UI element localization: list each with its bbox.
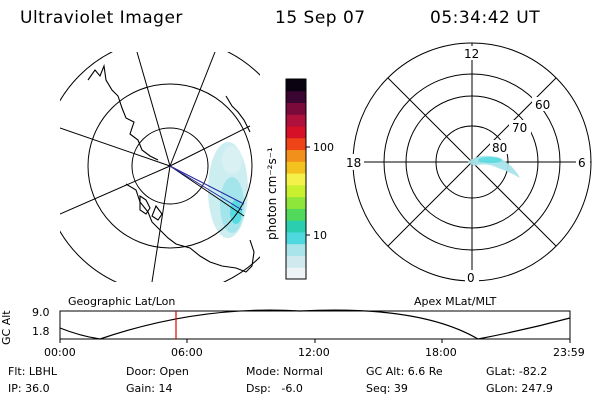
colorbar-segment <box>286 243 306 256</box>
colorbar-segment <box>286 102 306 115</box>
meridian-5 <box>151 165 171 282</box>
altitude-curve <box>59 309 571 340</box>
mlat-circle-80 <box>435 125 509 199</box>
glat-status: GLat: -82.2 <box>486 365 548 378</box>
lat-circle-2 <box>87 83 253 249</box>
gain-status: Gain: 14 <box>126 382 173 395</box>
gc-alt-status: GC Alt: 6.6 Re <box>366 365 443 378</box>
altitude-plot-frame <box>59 310 571 340</box>
colorbar-segment <box>286 137 306 151</box>
colorbar-segment <box>286 220 306 233</box>
time-label: 05:34:42 UT <box>430 8 541 28</box>
colorbar-segment <box>286 114 306 127</box>
altitude-ylabel: GC Alt <box>0 310 13 345</box>
colorbar-segment <box>286 161 306 174</box>
xtick-12: 12:00 <box>298 346 330 359</box>
colorbar-segment <box>286 184 306 198</box>
colorbar-segment <box>286 196 306 209</box>
xtick-18: 18:00 <box>425 346 457 359</box>
colorbar-tick-label-10: 10 <box>313 229 327 242</box>
colorbar-unit-label: photon cm⁻²s⁻¹ <box>265 147 279 240</box>
xtick-2359: 23:59 <box>553 346 585 359</box>
dsp-status: Dsp: -6.0 <box>246 382 303 395</box>
lat-circle-1 <box>131 127 209 205</box>
colorbar-segment <box>286 208 306 221</box>
geographic-map <box>0 0 386 382</box>
meridian-1 <box>169 52 216 167</box>
instrument-title: Ultraviolet Imager <box>20 8 183 28</box>
filter-status: Flt: LBHL <box>8 365 57 378</box>
terminator-line-2 <box>169 165 243 211</box>
xtick-06: 06:00 <box>171 346 203 359</box>
meridian-7 <box>136 52 171 167</box>
colorbar-segment <box>286 255 306 268</box>
xtick-00: 00:00 <box>44 346 76 359</box>
meridian-4 <box>60 165 171 215</box>
aurora-emission-right <box>468 155 520 178</box>
meridian-2 <box>169 125 251 167</box>
coastline-upper <box>87 63 159 161</box>
island-outline-2 <box>151 204 163 221</box>
altitude-xticks <box>59 339 571 343</box>
mlt-label-12: 12 <box>464 47 479 61</box>
colorbar-segment <box>286 126 306 139</box>
door-status: Door: Open <box>126 365 189 378</box>
colorbar-frame <box>285 78 307 280</box>
polar-mlt-plot <box>352 42 592 282</box>
island-outline <box>139 194 151 215</box>
altitude-ytick-bottom: 1.8 <box>32 325 50 338</box>
colorbar-segment <box>286 267 306 280</box>
ip-status: IP: 36.0 <box>8 382 50 395</box>
colorbar-segment <box>286 90 306 104</box>
mlat-label-60: 60 <box>535 98 550 112</box>
lat-circle-5 <box>0 0 386 382</box>
terminator-line-1 <box>169 165 245 205</box>
mlt-label-0: 0 <box>467 271 475 285</box>
mlat-label-80: 80 <box>492 141 507 155</box>
mlt-label-6: 6 <box>578 156 586 170</box>
meridian-3 <box>60 127 171 167</box>
mlat-label-70: 70 <box>512 121 527 135</box>
colorbar-segment <box>286 149 306 162</box>
apex-caption: Apex MLat/MLT <box>414 295 497 308</box>
coastline-east <box>225 95 251 133</box>
meridian-6 <box>169 165 245 217</box>
colorbar-tick-label-100: 100 <box>313 141 334 154</box>
coastline-lower <box>125 183 255 273</box>
date-label: 15 Sep 07 <box>275 8 366 28</box>
colorbar-segment <box>286 173 306 186</box>
altitude-ytick-top: 9.0 <box>32 306 50 319</box>
colorbar-segment <box>286 231 306 245</box>
mlt-label-18: 18 <box>346 156 361 170</box>
colorbar <box>286 79 306 280</box>
mode-status: Mode: Normal <box>246 365 323 378</box>
mlat-circle-60 <box>383 73 561 251</box>
mlat-circle-70 <box>405 95 539 229</box>
seq-status: Seq: 39 <box>366 382 408 395</box>
geographic-caption: Geographic Lat/Lon <box>68 295 176 308</box>
colorbar-segment <box>286 79 306 92</box>
glon-status: GLon: 247.9 <box>486 382 553 395</box>
aurora-emission-left <box>208 142 248 238</box>
